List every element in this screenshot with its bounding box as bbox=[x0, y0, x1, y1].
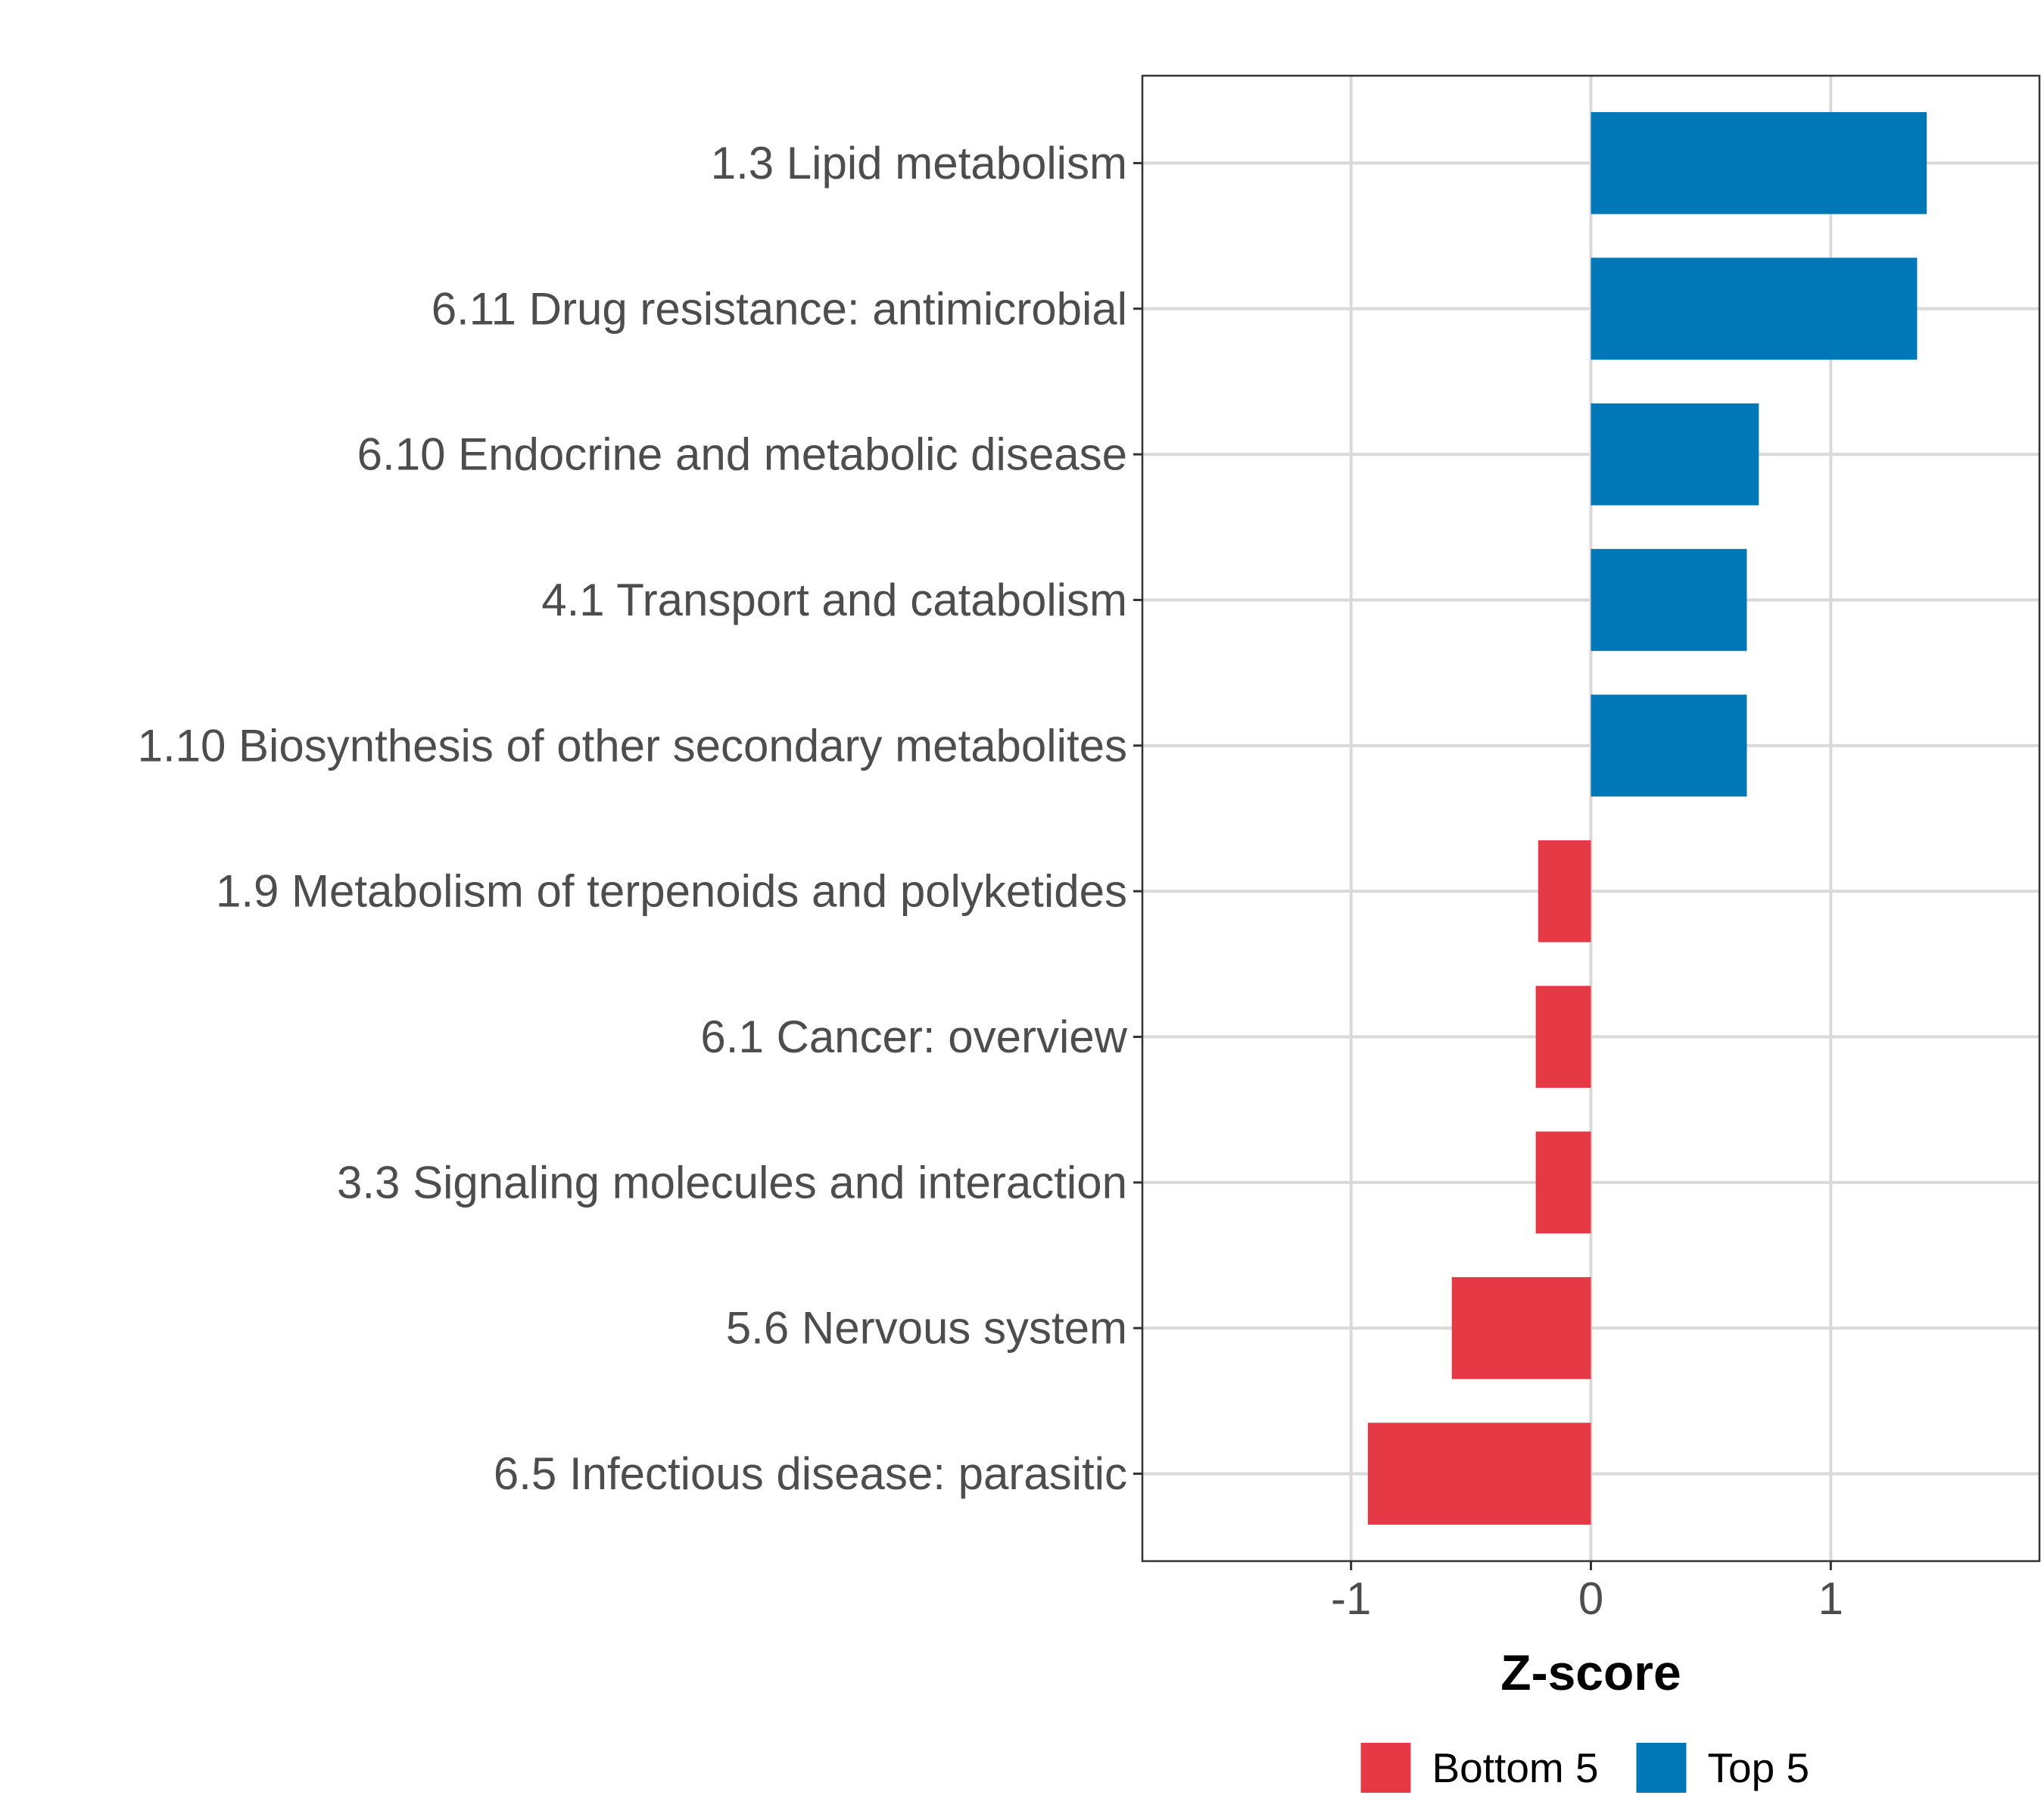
bar bbox=[1535, 986, 1591, 1088]
y-tick-label: 6.5 Infectious disease: parasitic bbox=[494, 1448, 1127, 1499]
bar bbox=[1591, 694, 1747, 797]
y-tick-label: 1.9 Metabolism of terpenoids and polyket… bbox=[216, 866, 1127, 917]
y-tick-label: 6.1 Cancer: overview bbox=[700, 1011, 1127, 1062]
bar bbox=[1538, 840, 1591, 943]
y-tick-label: 1.10 Biosynthesis of other secondary met… bbox=[138, 720, 1127, 771]
legend-swatch bbox=[1636, 1743, 1687, 1793]
legend-label: Bottom 5 bbox=[1432, 1744, 1599, 1791]
bar bbox=[1535, 1131, 1591, 1234]
bar bbox=[1591, 549, 1747, 651]
y-tick-label: 6.10 Endocrine and metabolic disease bbox=[357, 429, 1127, 480]
y-tick-label: 1.3 Lipid metabolism bbox=[711, 138, 1127, 189]
legend: Bottom 5 Top 5 bbox=[1360, 1743, 1810, 1793]
y-tick-label: 4.1 Transport and catabolism bbox=[541, 575, 1127, 625]
y-tick-label: 3.3 Signaling molecules and interaction bbox=[337, 1157, 1127, 1208]
y-tick-label: 6.11 Drug resistance: antimicrobial bbox=[432, 283, 1127, 334]
x-axis-title: Z-score bbox=[1500, 1644, 1681, 1700]
bar bbox=[1591, 112, 1927, 214]
bar bbox=[1591, 403, 1759, 506]
bar bbox=[1451, 1276, 1591, 1379]
legend-label: Top 5 bbox=[1708, 1744, 1810, 1791]
axis-layer: 1.3 Lipid metabolism 6.11 Drug resistance… bbox=[138, 138, 1843, 1624]
bar-layer bbox=[1367, 112, 1927, 1525]
x-tick-label: 1 bbox=[1818, 1573, 1843, 1624]
bar bbox=[1591, 257, 1918, 360]
legend-swatch bbox=[1360, 1743, 1411, 1793]
x-tick-label: 0 bbox=[1578, 1573, 1603, 1624]
bar bbox=[1367, 1423, 1591, 1525]
y-tick-label: 5.6 Nervous system bbox=[726, 1303, 1127, 1354]
x-tick-label: -1 bbox=[1331, 1573, 1371, 1624]
